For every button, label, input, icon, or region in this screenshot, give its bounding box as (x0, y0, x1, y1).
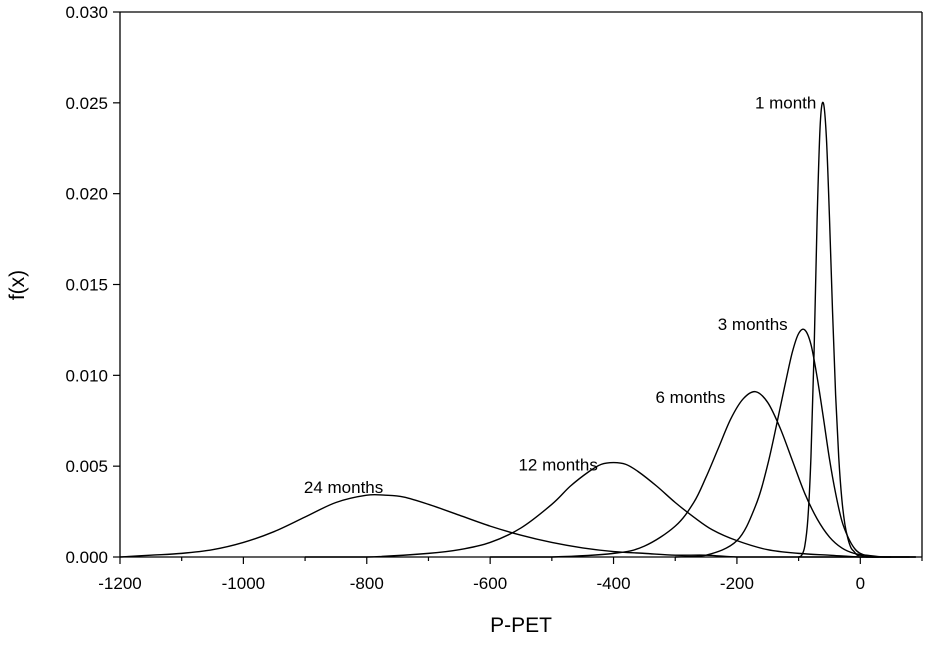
density-curves (119, 101, 916, 558)
x-tick-label: -400 (597, 574, 631, 593)
y-axis-ticks: 0.000 0.005 0.010 0.015 0.020 0.025 0.030 (65, 3, 120, 567)
x-tick-label: -600 (473, 574, 507, 593)
y-tick-label: 0.025 (65, 94, 108, 113)
y-axis-title: f(x) (6, 270, 29, 300)
curve-label: 3 months (718, 315, 788, 334)
y-tick-label: 0.015 (65, 276, 108, 295)
curve-label: 12 months (518, 455, 597, 474)
curve-12-months (305, 461, 916, 558)
x-tick-label: -1000 (222, 574, 265, 593)
curve-label: 1 month (755, 93, 816, 112)
curve-24-months (119, 493, 916, 558)
curve-1-month (798, 101, 879, 558)
x-tick-label: 0 (856, 574, 865, 593)
y-tick-label: 0.000 (65, 548, 108, 567)
curve-labels: 1 month 3 months 6 months 12 months 24 month… (304, 93, 816, 497)
curve-label: 6 months (655, 388, 725, 407)
y-tick-label: 0.005 (65, 457, 108, 476)
y-tick-label: 0.030 (65, 3, 108, 22)
curve-3-months (675, 328, 892, 558)
y-tick-label: 0.010 (65, 366, 108, 385)
curve-6-months (490, 390, 910, 558)
x-axis-title: P-PET (490, 614, 552, 637)
x-tick-label: -800 (350, 574, 384, 593)
x-tick-label: -1200 (98, 574, 141, 593)
x-axis-ticks: -1200 -1000 -800 -600 -400 -200 0 (98, 557, 923, 593)
y-tick-label: 0.020 (65, 185, 108, 204)
curve-label: 24 months (304, 478, 383, 497)
x-tick-label: -200 (720, 574, 754, 593)
